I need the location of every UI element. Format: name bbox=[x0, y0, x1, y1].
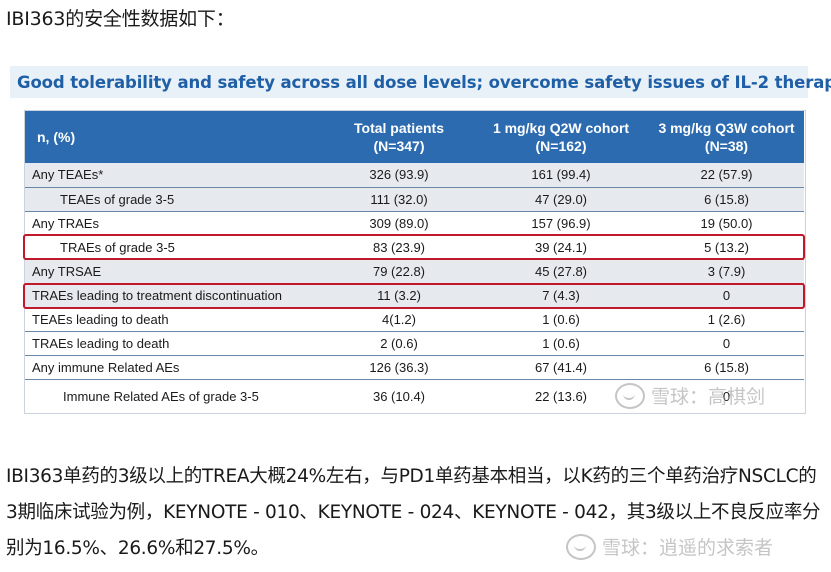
cell-total: 83 (23.9) bbox=[325, 235, 473, 260]
row-label: TRAEs leading to treatment discontinuati… bbox=[25, 283, 325, 308]
cell-q2w: 22 (13.6) bbox=[534, 388, 588, 404]
header-label: 3 mg/kg Q3W cohort bbox=[658, 120, 795, 136]
cell-total: 79 (22.8) bbox=[325, 259, 473, 284]
cell-q3w: 5 (13.2) bbox=[649, 235, 804, 260]
intro-text: IBI363的安全性数据如下： bbox=[6, 8, 235, 30]
snowball-logo-icon bbox=[566, 533, 596, 560]
table-row: TRAEs leading to treatment discontinuati… bbox=[25, 283, 804, 308]
table-row: TRAEs leading to death 2 (0.6) 1 (0.6) 0 bbox=[25, 331, 804, 356]
row-label: Immune Related AEs of grade 3-5 bbox=[63, 388, 259, 404]
cell-total: 36 (10.4) bbox=[372, 388, 426, 404]
header-total: Total patients (N=347) bbox=[325, 111, 473, 163]
cell-q2w: 1 (0.6) bbox=[473, 307, 649, 332]
watermark-lower-text: 雪球：逍遥的求索者 bbox=[602, 537, 774, 559]
header-label: 1 mg/kg Q2W cohort bbox=[492, 120, 630, 136]
table-row: Immune Related AEs of grade 3-5 36 (10.4… bbox=[25, 379, 804, 413]
row-label: TEAEs of grade 3-5 bbox=[25, 187, 325, 212]
cell-q2w: 7 (4.3) bbox=[473, 283, 649, 308]
cell-total: 4(1.2) bbox=[325, 307, 473, 332]
slide-banner: Good tolerability and safety across all … bbox=[10, 66, 831, 98]
row-label: TRAEs leading to death bbox=[25, 331, 325, 356]
table-row: Any TEAEs* 326 (93.9) 161 (99.4) 22 (57.… bbox=[25, 163, 804, 188]
cell-q2w: 45 (27.8) bbox=[473, 259, 649, 284]
cell-q3w: 3 (7.9) bbox=[649, 259, 804, 284]
table-row: Any TRAEs 309 (89.0) 157 (96.9) 19 (50.0… bbox=[25, 211, 804, 236]
safety-table-container: n, (%) Total patients (N=347) 1 mg/kg Q2W… bbox=[24, 110, 806, 414]
cell-total: 326 (93.9) bbox=[325, 163, 473, 188]
cell-total: 2 (0.6) bbox=[325, 331, 473, 356]
body-paragraph: IBI363单药的3级以上的TREA大概24%左右，与PD1单药基本相当，以K药… bbox=[6, 466, 821, 559]
cell-q2w: 1 (0.6) bbox=[473, 331, 649, 356]
cell-total: 126 (36.3) bbox=[325, 355, 473, 380]
cell-q3w: 6 (15.8) bbox=[649, 187, 804, 212]
cell-q3w: 6 (15.8) bbox=[649, 355, 804, 380]
cell-total: 111 (32.0) bbox=[325, 187, 473, 212]
header-q3w: 3 mg/kg Q3W cohort (N=38) bbox=[649, 111, 804, 163]
table-row: TRAEs of grade 3-5 83 (23.9) 39 (24.1) 5… bbox=[25, 235, 804, 260]
banner-title: Good tolerability and safety across all … bbox=[17, 72, 831, 92]
row-label: Any TRSAE bbox=[25, 259, 325, 284]
row-label: Any immune Related AEs bbox=[25, 355, 325, 380]
cell-q2w: 161 (99.4) bbox=[473, 163, 649, 188]
cell-q3w: 22 (57.9) bbox=[649, 163, 804, 188]
table-row: TEAEs leading to death 4(1.2) 1 (0.6) 1 … bbox=[25, 307, 804, 332]
table-row: Any immune Related AEs 126 (36.3) 67 (41… bbox=[25, 355, 804, 380]
header-n-pct: n, (%) bbox=[25, 111, 325, 163]
row-label: Any TEAEs* bbox=[25, 163, 325, 188]
header-n: (N=162) bbox=[535, 138, 587, 154]
cell-total: 309 (89.0) bbox=[325, 211, 473, 236]
header-label: n, (%) bbox=[37, 129, 76, 145]
table-row: TEAEs of grade 3-5 111 (32.0) 47 (29.0) … bbox=[25, 187, 804, 212]
cell-total: 11 (3.2) bbox=[325, 283, 473, 308]
row-label: TEAEs leading to death bbox=[25, 307, 325, 332]
watermark-upper-text: 雪球：高棋剑 bbox=[651, 386, 766, 408]
row-label: Any TRAEs bbox=[25, 211, 325, 236]
cell-q3w: 0 bbox=[649, 283, 804, 308]
header-q2w: 1 mg/kg Q2W cohort (N=162) bbox=[473, 111, 649, 163]
cell-q3w: 19 (50.0) bbox=[649, 211, 804, 236]
watermark-lower: 雪球：逍遥的求索者 bbox=[566, 533, 773, 560]
header-label: Total patients bbox=[354, 120, 444, 136]
row-label: TRAEs of grade 3-5 bbox=[25, 235, 325, 260]
header-n: (N=347) bbox=[373, 138, 425, 154]
cell-q2w: 39 (24.1) bbox=[473, 235, 649, 260]
safety-table: n, (%) Total patients (N=347) 1 mg/kg Q2W… bbox=[25, 111, 804, 413]
cell-q2w: 67 (41.4) bbox=[473, 355, 649, 380]
snowball-logo-icon bbox=[615, 382, 645, 409]
cell-q3w: 0 bbox=[649, 331, 804, 356]
table-header-row: n, (%) Total patients (N=347) 1 mg/kg Q2W… bbox=[25, 111, 804, 163]
table-row: Any TRSAE 79 (22.8) 45 (27.8) 3 (7.9) bbox=[25, 259, 804, 284]
watermark-upper: 雪球：高棋剑 bbox=[615, 382, 765, 409]
cell-q2w: 47 (29.0) bbox=[473, 187, 649, 212]
header-n: (N=38) bbox=[704, 138, 749, 154]
cell-q3w: 0 bbox=[722, 388, 731, 404]
cell-q3w: 1 (2.6) bbox=[649, 307, 804, 332]
cell-q2w: 157 (96.9) bbox=[473, 211, 649, 236]
